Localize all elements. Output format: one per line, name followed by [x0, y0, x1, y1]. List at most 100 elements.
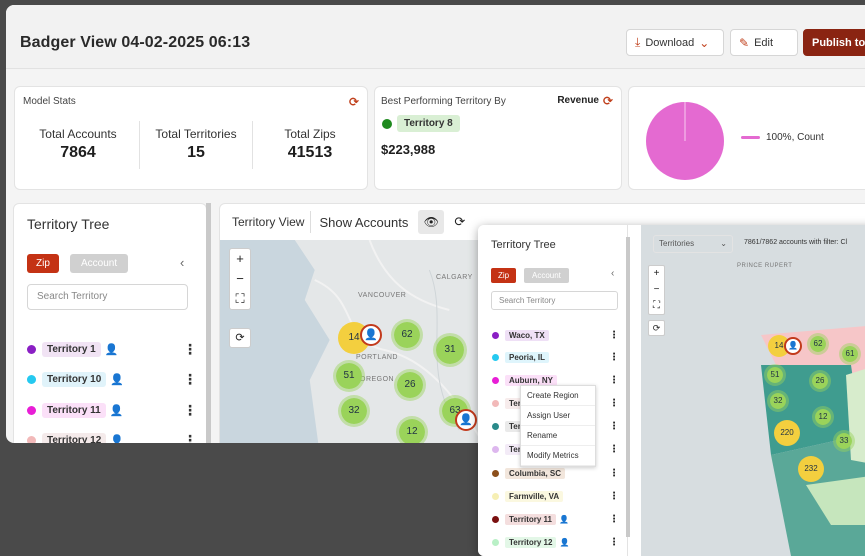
zip-toggle[interactable]: Zip: [27, 254, 59, 273]
territory-color-dot: [492, 399, 499, 407]
zoom-out-button[interactable]: −: [236, 271, 244, 286]
more-options-icon[interactable]: ⋮: [609, 467, 619, 479]
cluster-marker[interactable]: 32: [767, 390, 789, 412]
cluster-marker[interactable]: 31: [433, 333, 467, 367]
territory-row[interactable]: Terr ⋮: [492, 395, 619, 411]
cluster-marker[interactable]: 51: [333, 360, 365, 392]
search-territory-input[interactable]: Search Territory: [491, 291, 618, 310]
tree-scrollbar[interactable]: [206, 203, 211, 443]
user-pin-icon[interactable]: 👤: [360, 324, 382, 346]
cluster-marker[interactable]: 26: [394, 369, 426, 401]
account-toggle[interactable]: Account: [524, 268, 569, 283]
territory-row[interactable]: Auburn, NY ⋮: [492, 372, 619, 388]
more-options-icon[interactable]: ⋮: [609, 351, 619, 363]
cluster-marker[interactable]: 12: [396, 416, 428, 443]
publish-button[interactable]: Publish to: [803, 29, 865, 56]
cluster-marker[interactable]: 51: [764, 364, 786, 386]
territory-row[interactable]: Terr ⋮: [492, 418, 619, 434]
zoom-out-button[interactable]: −: [653, 284, 660, 295]
more-options-icon[interactable]: ⋮: [609, 397, 619, 409]
territory-row[interactable]: Columbia, SC ⋮: [492, 465, 619, 481]
menu-item-modify-metrics[interactable]: Modify Metrics: [521, 446, 595, 466]
more-options-icon[interactable]: ⋮: [609, 490, 619, 502]
cluster-marker[interactable]: 26: [809, 370, 831, 392]
more-options-icon[interactable]: ⋮: [609, 513, 619, 525]
more-options-icon[interactable]: ⋮: [609, 443, 619, 455]
user-icon: 👤: [109, 404, 124, 417]
map-refresh-icon[interactable]: ⟳: [648, 320, 665, 336]
territory-name: Terr: [505, 420, 528, 432]
collapse-chevron-icon[interactable]: ‹: [180, 255, 185, 270]
user-icon: 👤: [559, 537, 570, 547]
territory-row[interactable]: Peoria, IL ⋮: [492, 349, 619, 365]
territory-name: Territory 12: [505, 536, 557, 548]
cluster-marker[interactable]: 14: [338, 322, 370, 354]
more-options-icon[interactable]: ⋮: [183, 401, 197, 418]
cluster-marker[interactable]: 12: [812, 406, 834, 428]
stat-value: 15: [187, 144, 205, 161]
territory-row[interactable]: Farmville, VA ⋮: [492, 488, 619, 504]
territory-row[interactable]: Territory 1 👤 ⋮: [27, 339, 197, 359]
territory-color-dot: [492, 353, 499, 361]
refresh-icon[interactable]: ⟳: [349, 95, 360, 109]
territory-row[interactable]: Territory 11 👤 ⋮: [492, 511, 619, 527]
refresh-icon[interactable]: ⟳: [454, 214, 466, 229]
account-toggle[interactable]: Account: [70, 254, 129, 273]
zoom-control: + − ⛶: [648, 265, 665, 315]
cluster-marker[interactable]: 220: [774, 420, 800, 446]
cluster-marker[interactable]: 33: [833, 430, 855, 452]
fit-bounds-icon[interactable]: ⛶: [235, 291, 245, 306]
territory-row[interactable]: Territory 10 👤 ⋮: [27, 369, 197, 389]
territory-row[interactable]: Terr ⋮: [492, 441, 619, 457]
territory-color-dot: [492, 422, 499, 430]
more-options-icon[interactable]: ⋮: [183, 340, 197, 357]
more-options-icon[interactable]: ⋮: [183, 431, 197, 444]
overlay-map: [641, 225, 865, 556]
more-options-icon[interactable]: ⋮: [609, 536, 619, 548]
more-options-icon[interactable]: ⋮: [609, 329, 619, 341]
tab-territory-view[interactable]: Territory View: [220, 211, 312, 233]
tree-scrollbar[interactable]: [626, 237, 630, 537]
cluster-marker[interactable]: 32: [338, 395, 370, 427]
territory-row[interactable]: Territory 11 👤 ⋮: [27, 400, 197, 420]
edit-button[interactable]: ✎ Edit: [730, 29, 798, 56]
stat-label: Total Accounts: [39, 127, 117, 141]
collapse-chevron-icon[interactable]: ‹: [611, 268, 615, 279]
more-options-icon[interactable]: ⋮: [183, 370, 197, 387]
eye-icon[interactable]: 👁: [418, 210, 445, 234]
stat-total-territories: Total Territories 15: [141, 127, 251, 162]
territory-row[interactable]: Territory 12 👤 ⋮: [27, 430, 197, 443]
zoom-in-button[interactable]: +: [653, 268, 660, 279]
menu-item-rename[interactable]: Rename: [521, 426, 595, 446]
menu-item-create-region[interactable]: Create Region: [521, 386, 595, 406]
refresh-icon[interactable]: ⟳: [603, 94, 614, 108]
more-options-icon[interactable]: ⋮: [609, 420, 619, 432]
download-button[interactable]: ⤓ Download ⌄: [626, 29, 724, 56]
zoom-in-button[interactable]: +: [236, 251, 244, 266]
tab-show-accounts[interactable]: Show Accounts: [319, 214, 409, 230]
user-pin-icon[interactable]: 👤: [455, 409, 477, 431]
stat-total-zips: Total Zips 41513: [255, 127, 365, 162]
territory-name: Auburn, NY: [505, 374, 557, 386]
territory-row[interactable]: Waco, TX ⋮: [492, 327, 619, 343]
map-refresh-icon[interactable]: ⟳: [229, 328, 251, 348]
user-pin-icon[interactable]: 👤: [784, 337, 802, 355]
territory-name: Peoria, IL: [505, 351, 550, 363]
best-territory-caption: Best Performing Territory By: [381, 96, 506, 107]
cluster-marker[interactable]: 61: [839, 343, 861, 365]
zip-toggle[interactable]: Zip: [491, 268, 517, 283]
fit-bounds-icon[interactable]: ⛶: [653, 300, 660, 311]
cluster-marker[interactable]: 62: [807, 333, 829, 355]
menu-item-assign-user[interactable]: Assign User: [521, 406, 595, 426]
search-territory-input[interactable]: Search Territory: [27, 284, 188, 310]
territory-color-dot: [27, 435, 36, 443]
territory-color-dot: [27, 405, 36, 415]
metric-selector[interactable]: Revenue: [557, 95, 599, 106]
more-options-icon[interactable]: ⋮: [609, 374, 619, 386]
map-label: CALGARY: [436, 274, 473, 281]
territory-row[interactable]: Territory 12 👤 ⋮: [492, 534, 619, 550]
cluster-marker[interactable]: 232: [798, 456, 824, 482]
territories-select[interactable]: Territories ⌄: [653, 235, 733, 253]
cluster-marker[interactable]: 62: [391, 319, 423, 351]
territory-name: Columbia, SC: [505, 467, 566, 479]
